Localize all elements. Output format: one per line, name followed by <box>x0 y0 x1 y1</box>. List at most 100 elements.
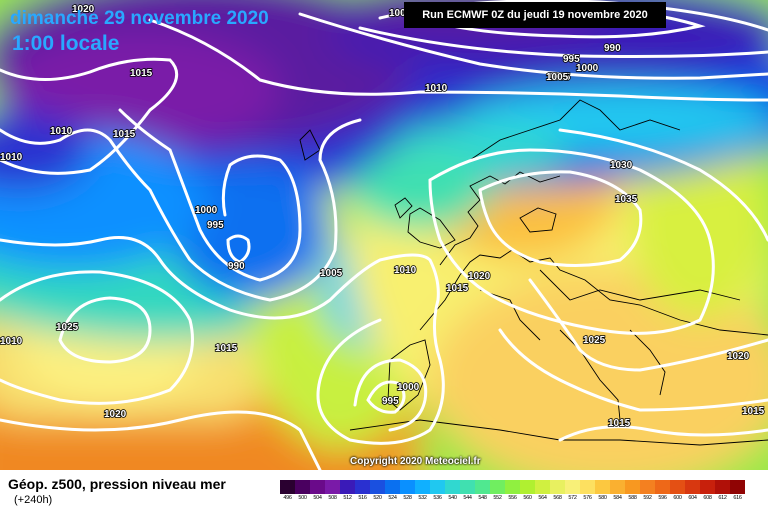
isobar-label: 1015 <box>130 68 153 79</box>
isobar-label: 1025 <box>56 322 79 333</box>
scale-cell: 568 <box>550 480 565 501</box>
scale-label: 604 <box>688 495 697 501</box>
isobar-label: 1015 <box>608 418 631 429</box>
isobar-label: 1015 <box>215 343 238 354</box>
isobar-label: 1010 <box>0 152 23 163</box>
scale-cell: 616 <box>730 480 745 501</box>
map-title: Géop. z500, pression niveau mer <box>8 476 226 492</box>
scale-cell: 612 <box>715 480 730 501</box>
isobar-label: 1020 <box>727 351 750 362</box>
isobar-label: 995 <box>207 220 224 231</box>
isobar-label: 1025 <box>583 335 606 346</box>
isobar-label: 990 <box>604 43 621 54</box>
scale-swatch <box>340 480 355 494</box>
scale-swatch <box>460 480 475 494</box>
scale-label: 520 <box>373 495 382 501</box>
scale-swatch <box>505 480 520 494</box>
scale-cell: 504 <box>310 480 325 501</box>
scale-cell: 556 <box>505 480 520 501</box>
scale-label: 528 <box>403 495 412 501</box>
scale-swatch <box>670 480 685 494</box>
scale-swatch <box>655 480 670 494</box>
scale-swatch <box>715 480 730 494</box>
scale-cell: 544 <box>460 480 475 501</box>
scale-label: 568 <box>553 495 562 501</box>
isobar-label: 1005 <box>548 72 571 83</box>
scale-swatch <box>280 480 295 494</box>
scale-label: 616 <box>733 495 742 501</box>
scale-swatch <box>565 480 580 494</box>
scale-cell: 540 <box>445 480 460 501</box>
scale-swatch <box>400 480 415 494</box>
scale-cell: 520 <box>370 480 385 501</box>
scale-swatch <box>415 480 430 494</box>
scale-label: 540 <box>448 495 457 501</box>
scale-swatch <box>385 480 400 494</box>
scale-label: 500 <box>298 495 307 501</box>
scale-cell: 496 <box>280 480 295 501</box>
isobar-label: 1030 <box>610 160 633 171</box>
isobar-label: 1015 <box>742 406 765 417</box>
color-scale: 496 500 504 508 512 516 520 524 528 532 536 540 544 5… <box>280 480 745 501</box>
scale-swatch <box>640 480 655 494</box>
isobar-label: 1020 <box>468 271 491 282</box>
isobars <box>0 0 768 470</box>
scale-cell: 532 <box>415 480 430 501</box>
weather-map: 1020 1000 1015 1010 1015 1010 995 990 10… <box>0 0 768 470</box>
scale-label: 508 <box>328 495 337 501</box>
isobar-labels: 1020 1000 1015 1010 1015 1010 995 990 10… <box>0 3 765 430</box>
scale-cell: 516 <box>355 480 370 501</box>
isobar-label: 1010 <box>425 83 448 94</box>
scale-swatch <box>310 480 325 494</box>
scale-swatch <box>535 480 550 494</box>
scale-swatch <box>580 480 595 494</box>
scale-cell: 600 <box>670 480 685 501</box>
scale-label: 584 <box>613 495 622 501</box>
scale-swatch <box>445 480 460 494</box>
scale-swatch <box>490 480 505 494</box>
scale-cell: 576 <box>580 480 595 501</box>
scale-cell: 596 <box>655 480 670 501</box>
scale-label: 608 <box>703 495 712 501</box>
scale-cell: 608 <box>700 480 715 501</box>
isobar-label: 1010 <box>0 336 23 347</box>
scale-label: 504 <box>313 495 322 501</box>
isobar-label: 995 <box>563 54 580 65</box>
scale-cell: 524 <box>385 480 400 501</box>
run-info-banner: Run ECMWF 0Z du jeudi 19 novembre 2020 <box>404 2 666 28</box>
scale-cell: 572 <box>565 480 580 501</box>
scale-swatch <box>430 480 445 494</box>
scale-cell: 580 <box>595 480 610 501</box>
scale-label: 536 <box>433 495 442 501</box>
scale-cell: 536 <box>430 480 445 501</box>
scale-cell: 528 <box>400 480 415 501</box>
scale-label: 512 <box>343 495 352 501</box>
isobar-label: 1035 <box>615 194 638 205</box>
pressure-map-svg: 1020 1000 1015 1010 1015 1010 995 990 10… <box>0 0 768 470</box>
scale-cell: 564 <box>535 480 550 501</box>
scale-label: 556 <box>508 495 517 501</box>
scale-cell: 508 <box>325 480 340 501</box>
scale-swatch <box>625 480 640 494</box>
scale-label: 532 <box>418 495 427 501</box>
isobar-label: 1020 <box>104 409 127 420</box>
scale-label: 564 <box>538 495 547 501</box>
isobar-label: 1005 <box>320 268 343 279</box>
scale-swatch <box>325 480 340 494</box>
forecast-time: 1:00 locale <box>12 32 120 55</box>
scale-cell: 592 <box>640 480 655 501</box>
scale-cell: 588 <box>625 480 640 501</box>
copyright: Copyright 2020 Meteociel.fr <box>350 456 481 467</box>
isobar-label: 1015 <box>113 129 136 140</box>
scale-label: 560 <box>523 495 532 501</box>
scale-label: 496 <box>283 495 292 501</box>
scale-label: 516 <box>358 495 367 501</box>
scale-label: 592 <box>643 495 652 501</box>
scale-swatch <box>610 480 625 494</box>
scale-cell: 512 <box>340 480 355 501</box>
isobar-label: 1020 <box>72 4 95 15</box>
scale-cell: 548 <box>475 480 490 501</box>
scale-cell: 604 <box>685 480 700 501</box>
isobar-label: 1005 <box>546 72 569 83</box>
scale-swatch <box>295 480 310 494</box>
